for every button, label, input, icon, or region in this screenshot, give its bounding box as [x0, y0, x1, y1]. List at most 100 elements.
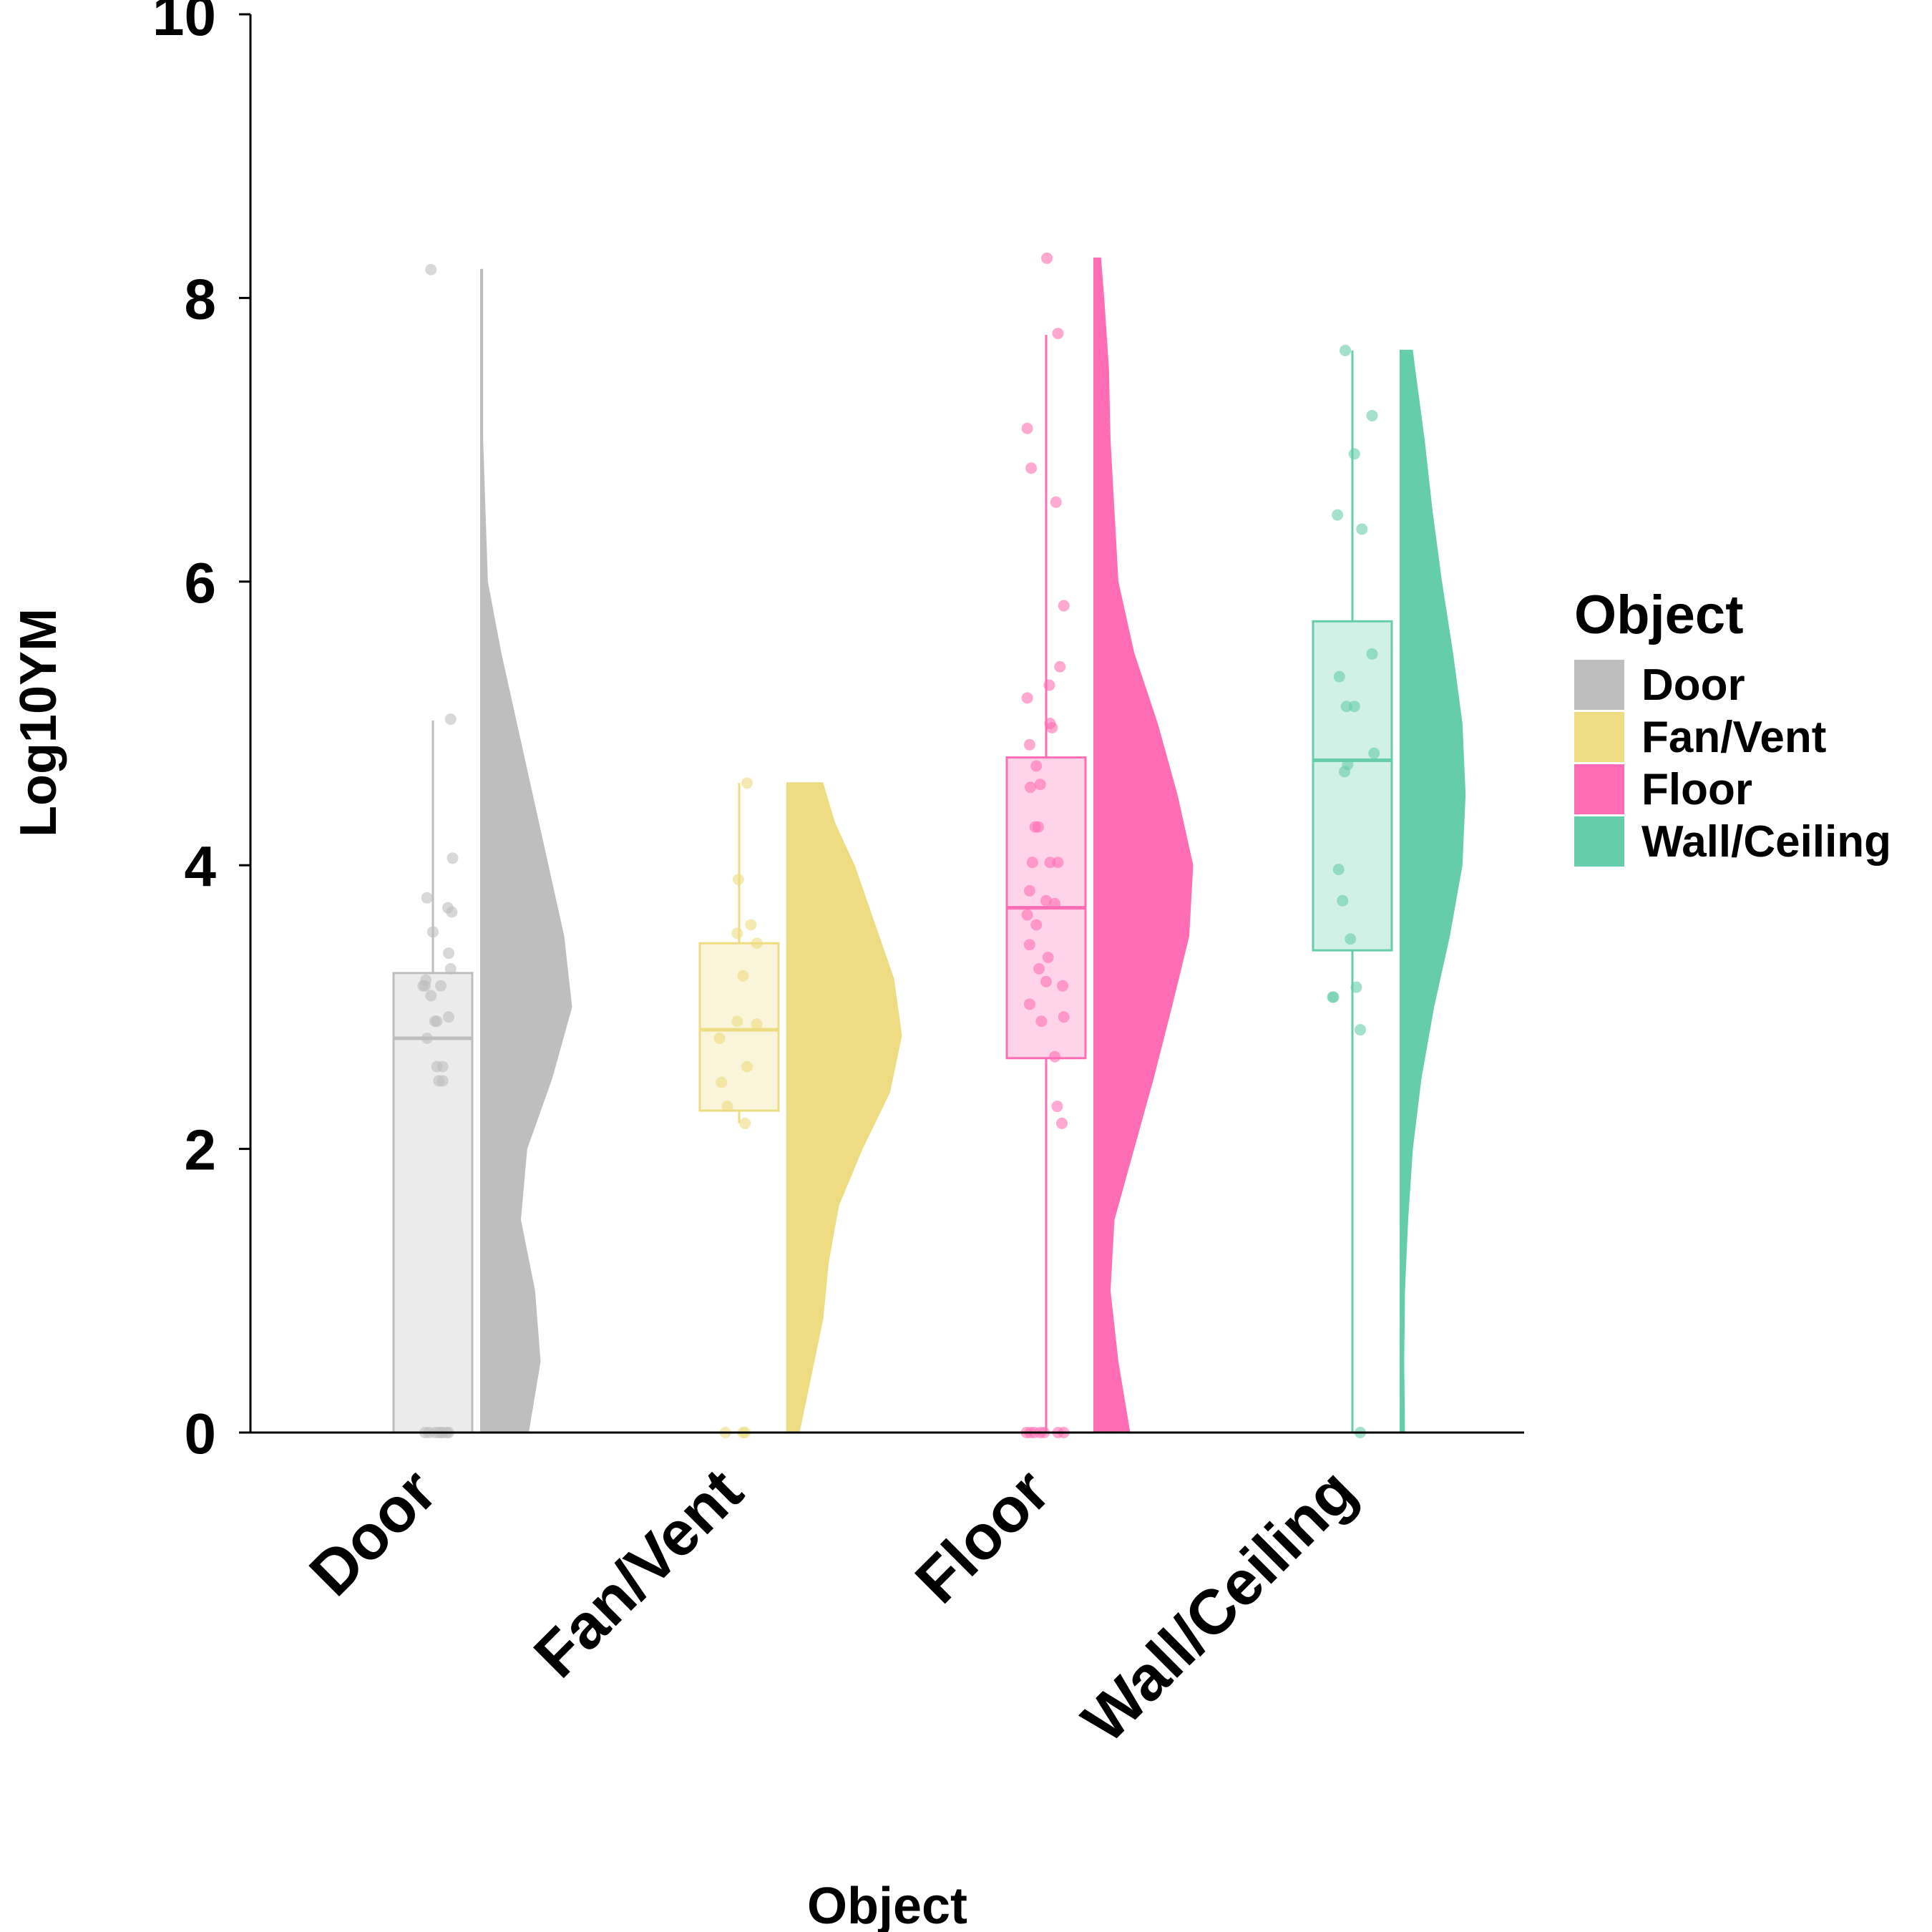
- y-ticks: 0 2 4 6 8 10: [152, 0, 250, 1465]
- data-point: [1025, 462, 1038, 474]
- data-point: [443, 947, 454, 960]
- data-point: [1342, 758, 1354, 771]
- data-point: [425, 990, 437, 1002]
- box-iqr: [698, 942, 780, 1112]
- data-point: [1023, 939, 1035, 951]
- y-tick-label: 8: [185, 267, 217, 331]
- data-point: [1054, 660, 1066, 673]
- data-point: [1042, 952, 1054, 964]
- data-point: [425, 263, 437, 275]
- violin-shape: [1093, 257, 1194, 1433]
- data-point: [1057, 980, 1069, 992]
- axes: [249, 14, 1524, 1434]
- data-point: [1049, 1050, 1061, 1063]
- data-point: [1058, 600, 1070, 612]
- data-point: [1044, 857, 1056, 869]
- data-point: [1332, 864, 1345, 876]
- violin-shape: [1400, 349, 1466, 1433]
- data-point: [441, 902, 454, 914]
- data-point: [1355, 1024, 1366, 1036]
- data-point: [1332, 509, 1344, 521]
- x-category-label: Wall/Ceiling: [1068, 1455, 1369, 1755]
- data-point: [1023, 998, 1035, 1010]
- data-point: [444, 962, 457, 975]
- data-point: [1030, 919, 1043, 931]
- data-point: [1033, 821, 1044, 833]
- data-point: [731, 1015, 743, 1028]
- data-point: [731, 927, 743, 940]
- data-point: [435, 980, 447, 992]
- data-point: [739, 1117, 751, 1129]
- data-point: [1366, 409, 1378, 421]
- y-tick-label: 0: [185, 1402, 217, 1465]
- data-point: [1049, 897, 1061, 909]
- x-category-label: Floor: [902, 1455, 1063, 1616]
- legend-label: Fan/Vent: [1641, 713, 1826, 762]
- data-point: [751, 937, 763, 950]
- series-group: [1312, 344, 1466, 1438]
- data-point: [745, 919, 757, 931]
- data-point: [1034, 779, 1046, 791]
- y-tick-label: 4: [185, 834, 217, 898]
- data-point: [1044, 718, 1056, 729]
- y-tick-label: 2: [185, 1118, 217, 1182]
- data-point: [1023, 884, 1035, 897]
- data-point: [732, 874, 744, 886]
- data-point: [1040, 975, 1052, 987]
- series-group: [1005, 252, 1194, 1438]
- data-point: [1021, 909, 1033, 921]
- legend-swatch: [1574, 660, 1624, 710]
- data-point: [1052, 857, 1064, 869]
- data-point: [1337, 894, 1349, 907]
- data-point: [1035, 1015, 1048, 1028]
- data-point: [1327, 991, 1340, 1003]
- data-point: [1058, 1011, 1070, 1023]
- data-point: [1026, 857, 1038, 869]
- legend-swatch: [1574, 712, 1624, 762]
- box-iqr: [1312, 620, 1393, 952]
- data-point: [1056, 1117, 1068, 1129]
- data-point: [431, 1015, 443, 1028]
- legend-label: Floor: [1641, 765, 1752, 814]
- data-point: [1350, 981, 1362, 993]
- legend-swatch: [1574, 764, 1624, 814]
- data-point: [1025, 781, 1036, 794]
- plot-area: [392, 252, 1466, 1438]
- data-point: [1052, 327, 1064, 339]
- legend-title: Object: [1574, 585, 1744, 645]
- data-point: [1043, 679, 1055, 691]
- data-point: [1030, 760, 1043, 772]
- legend-swatch: [1574, 816, 1624, 867]
- data-point: [1050, 496, 1062, 508]
- data-point: [716, 1076, 728, 1088]
- data-point: [1023, 738, 1035, 751]
- legend-label: Door: [1641, 660, 1745, 710]
- data-point: [737, 970, 749, 982]
- data-point: [1041, 252, 1053, 264]
- data-point: [1040, 894, 1052, 907]
- data-point: [421, 892, 433, 904]
- series-group: [698, 777, 902, 1438]
- data-point: [1021, 692, 1033, 704]
- data-point: [443, 1011, 454, 1023]
- data-point: [721, 1101, 733, 1113]
- data-point: [433, 1075, 445, 1087]
- data-point: [751, 1018, 763, 1030]
- box-iqr: [392, 972, 474, 1434]
- violin-shape: [480, 268, 572, 1433]
- data-point: [444, 713, 457, 726]
- data-point: [1348, 448, 1360, 460]
- data-point: [431, 1060, 443, 1073]
- y-axis-title: Log10YM: [10, 608, 67, 837]
- data-point: [713, 1033, 726, 1045]
- series-group: [392, 263, 572, 1438]
- data-point: [1340, 701, 1352, 713]
- data-point: [447, 852, 459, 864]
- x-category-label: Fan/Vent: [520, 1455, 756, 1690]
- y-tick-label: 6: [185, 551, 217, 615]
- violin-shape: [786, 782, 902, 1433]
- data-point: [741, 1060, 753, 1073]
- x-category-label: Door: [296, 1455, 449, 1609]
